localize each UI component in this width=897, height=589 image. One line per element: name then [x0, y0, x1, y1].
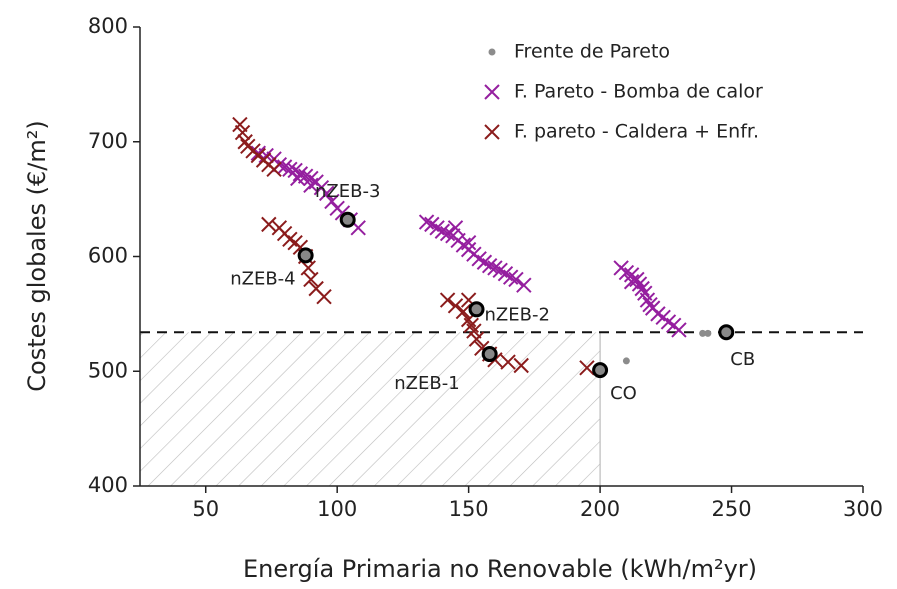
y-tick-label: 600 — [88, 244, 128, 268]
dot-marker — [622, 357, 630, 365]
annotation: nZEB-3 — [315, 181, 380, 202]
cross-marker — [502, 269, 519, 285]
legend-label: Frente de Pareto — [514, 41, 670, 63]
dot-marker — [699, 329, 707, 337]
highlight-point — [339, 211, 356, 228]
x-axis-label: Energía Primaria no Renovable (kWh/m²yr) — [243, 555, 757, 583]
x-tick-label: 150 — [449, 497, 489, 521]
cross-marker — [629, 271, 645, 288]
cross-marker — [618, 264, 635, 281]
highlight-point — [297, 247, 314, 264]
cross-marker — [290, 170, 306, 187]
cross-marker — [671, 322, 687, 338]
cross-marker — [508, 271, 524, 288]
legend-marker — [488, 48, 496, 56]
cross-marker — [500, 354, 516, 370]
cross-marker — [276, 159, 293, 175]
cross-marker — [447, 220, 464, 236]
legend-label: F. pareto - Caldera + Enfr. — [514, 121, 759, 143]
annotation: CO — [610, 383, 637, 404]
cross-marker — [261, 216, 277, 233]
y-tick-label: 700 — [88, 129, 128, 153]
cross-marker — [634, 280, 650, 297]
legend-marker — [484, 84, 500, 100]
cross-marker — [513, 357, 529, 374]
cross-marker — [460, 235, 477, 251]
cross-marker — [463, 317, 479, 334]
cross-marker — [579, 360, 595, 376]
annotation: nZEB-1 — [394, 373, 459, 394]
annotation: CB — [730, 349, 755, 370]
annotation: nZEB-2 — [485, 304, 550, 325]
x-tick-label: 250 — [711, 497, 751, 521]
y-tick-label: 800 — [88, 14, 128, 38]
cross-marker — [316, 288, 332, 305]
cross-marker — [481, 257, 498, 274]
cross-marker — [300, 260, 316, 276]
cross-marker — [487, 260, 503, 276]
cross-marker — [266, 161, 282, 177]
x-tick-label: 300 — [843, 497, 883, 521]
dot-marker — [704, 329, 712, 337]
y-tick-label: 500 — [88, 358, 128, 382]
highlight-point — [481, 346, 498, 363]
cross-marker — [639, 292, 656, 308]
shaded-region — [140, 332, 601, 486]
cross-marker — [418, 214, 435, 230]
cross-marker — [303, 271, 319, 288]
x-tick-label: 200 — [580, 497, 620, 521]
cross-marker — [318, 185, 335, 202]
highlight-point — [718, 324, 735, 341]
cross-marker — [439, 292, 456, 308]
cross-marker — [439, 225, 456, 242]
cross-marker — [623, 274, 640, 290]
cross-marker — [234, 124, 251, 141]
highlight-point — [468, 301, 485, 318]
legend-marker — [484, 124, 500, 140]
cross-marker — [258, 147, 274, 164]
cross-marker — [303, 177, 319, 194]
cross-marker — [468, 331, 485, 347]
cross-marker — [434, 223, 451, 239]
legend-label: F. Pareto - Bomba de calor — [514, 81, 763, 103]
y-axis-label: Costes globales (€/m²) — [23, 120, 51, 391]
y-tick-label: 400 — [88, 473, 128, 497]
x-tick-label: 100 — [317, 497, 357, 521]
cross-marker — [516, 277, 532, 293]
annotation: nZEB-4 — [230, 268, 295, 289]
cross-marker — [447, 298, 464, 314]
x-tick-label: 50 — [192, 497, 219, 521]
highlight-point — [592, 362, 609, 379]
cross-marker — [455, 303, 472, 320]
